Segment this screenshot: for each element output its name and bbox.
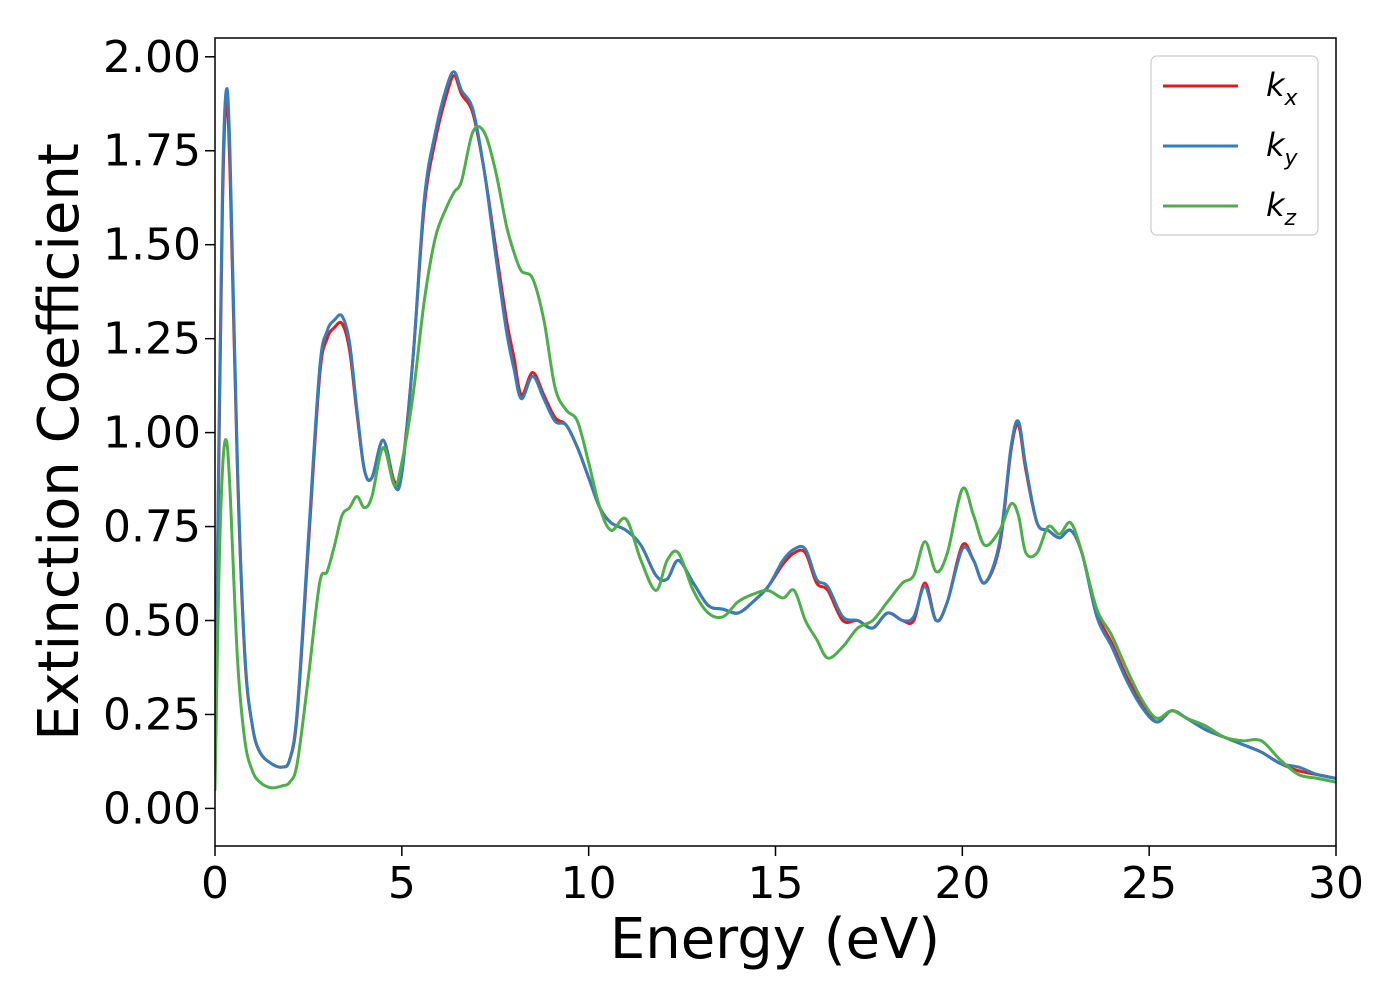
legend-label-ky: ky (1266, 126, 1299, 171)
legend-label-kz: kz (1266, 186, 1297, 231)
y-tick-label: 0.25 (103, 689, 201, 740)
y-axis: 0.00 0.25 0.50 0.75 1.00 1.25 1.50 1.75 2.00 (103, 32, 215, 834)
x-axis-title: Energy (eV) (610, 907, 940, 972)
series-line-ky (215, 70, 1336, 780)
x-axis: 0 5 10 15 20 25 30 (201, 846, 1364, 909)
y-tick-label: 0.50 (103, 596, 201, 647)
x-tick-label: 10 (561, 858, 617, 909)
series-line-kz (215, 125, 1336, 792)
x-tick-label: 0 (201, 858, 229, 909)
y-tick-label: 1.00 (103, 408, 201, 459)
legend: kx ky kz (1150, 55, 1319, 236)
y-tick-label: 2.00 (103, 32, 201, 83)
series-layer (215, 70, 1336, 792)
x-tick-label: 5 (388, 858, 416, 909)
x-tick-label: 20 (934, 858, 990, 909)
x-tick-label: 25 (1121, 858, 1177, 909)
y-tick-label: 1.25 (103, 314, 201, 365)
legend-label-kx: kx (1266, 66, 1299, 111)
y-tick-label: 0.75 (103, 502, 201, 553)
y-tick-label: 0.00 (103, 783, 201, 834)
y-tick-label: 1.50 (103, 220, 201, 271)
y-tick-label: 1.75 (103, 126, 201, 177)
x-tick-label: 15 (748, 858, 804, 909)
x-tick-label: 30 (1308, 858, 1364, 909)
y-axis-title: Extinction Coefficient (27, 143, 92, 741)
